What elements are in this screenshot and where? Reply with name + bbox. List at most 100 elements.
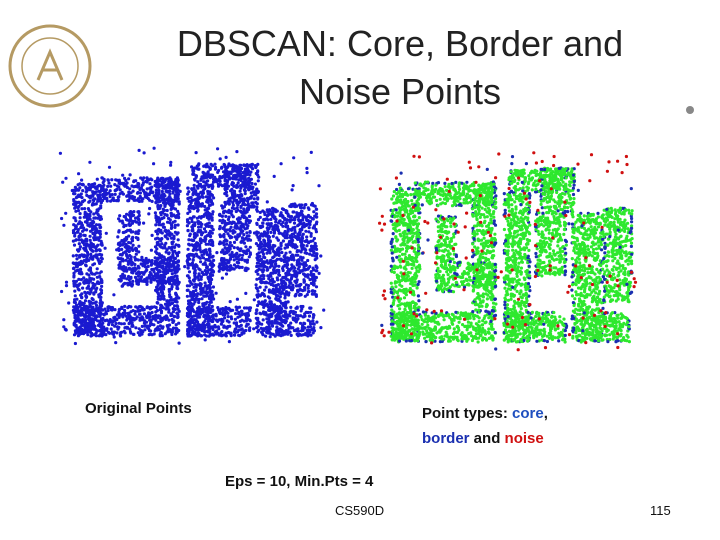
point	[173, 282, 177, 286]
point	[265, 251, 269, 255]
point	[196, 312, 200, 316]
point	[136, 309, 140, 313]
point	[110, 323, 114, 327]
point	[235, 257, 239, 261]
point	[192, 186, 196, 190]
point	[78, 318, 83, 322]
point	[64, 328, 68, 332]
point	[132, 332, 136, 336]
point	[258, 285, 262, 289]
point	[121, 230, 125, 235]
point	[137, 148, 141, 152]
point	[125, 281, 129, 285]
point	[173, 307, 177, 311]
point	[264, 285, 268, 289]
point	[203, 319, 207, 323]
point	[208, 252, 212, 256]
point	[147, 311, 151, 315]
point	[77, 238, 81, 242]
point	[207, 322, 211, 326]
point	[193, 327, 197, 331]
point	[92, 232, 96, 236]
point	[169, 163, 173, 167]
point	[278, 231, 282, 235]
point	[125, 212, 129, 216]
point	[130, 260, 134, 264]
point	[128, 173, 132, 177]
point	[164, 235, 168, 239]
point	[110, 193, 114, 197]
point	[88, 328, 92, 333]
point	[154, 260, 158, 264]
point	[89, 312, 93, 316]
point	[106, 184, 110, 188]
point	[205, 222, 209, 226]
point	[127, 177, 131, 181]
point	[285, 315, 289, 319]
point	[293, 317, 297, 321]
point	[231, 169, 235, 173]
point	[281, 224, 285, 228]
point	[265, 200, 269, 204]
point	[204, 230, 208, 234]
point	[79, 309, 83, 313]
point	[228, 268, 232, 272]
point	[269, 315, 273, 319]
point	[236, 203, 240, 207]
point	[238, 253, 242, 257]
point	[186, 220, 190, 224]
point	[154, 223, 158, 227]
point	[277, 264, 281, 268]
point	[79, 313, 83, 317]
point	[86, 314, 90, 318]
point	[97, 293, 101, 297]
point	[272, 268, 276, 272]
point	[74, 238, 78, 242]
point	[244, 319, 248, 323]
point	[155, 285, 159, 289]
point	[191, 248, 195, 252]
point	[120, 247, 124, 251]
point	[291, 242, 295, 246]
point	[137, 244, 141, 248]
point	[296, 290, 300, 294]
point	[89, 252, 93, 256]
point	[267, 288, 271, 292]
point	[244, 314, 249, 318]
point	[271, 234, 275, 238]
point	[192, 255, 196, 259]
point	[171, 191, 175, 195]
point	[214, 312, 218, 316]
point	[262, 305, 266, 309]
point	[226, 170, 230, 174]
point	[212, 258, 216, 262]
point	[223, 246, 227, 250]
point	[112, 316, 116, 320]
point	[95, 187, 99, 191]
point	[173, 271, 177, 275]
point	[194, 333, 198, 337]
point	[300, 326, 304, 330]
point	[81, 241, 85, 245]
point	[225, 194, 229, 198]
point	[137, 184, 141, 189]
point	[80, 272, 84, 276]
point	[128, 327, 132, 331]
point	[95, 253, 99, 257]
point	[126, 228, 130, 232]
point	[72, 275, 76, 279]
point	[283, 303, 288, 307]
point	[117, 315, 121, 319]
point	[82, 215, 86, 219]
point	[95, 267, 99, 271]
point	[143, 270, 147, 274]
point	[76, 200, 80, 204]
point	[167, 308, 171, 312]
point	[217, 168, 221, 173]
point	[191, 193, 195, 197]
point	[190, 219, 194, 224]
logo	[8, 24, 92, 108]
point	[79, 202, 83, 206]
point	[167, 179, 171, 184]
point	[60, 289, 64, 294]
